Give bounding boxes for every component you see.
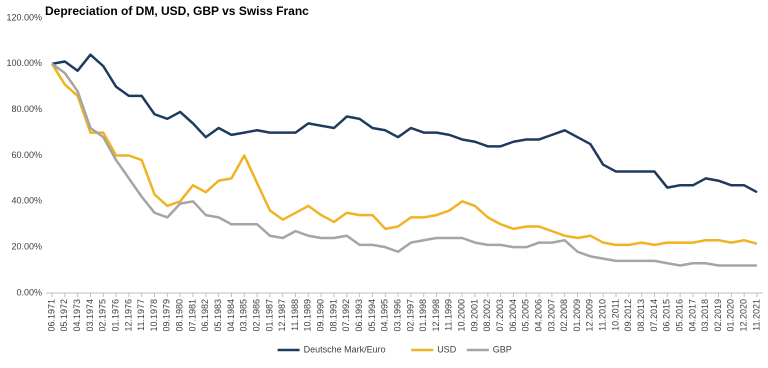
x-tick-label: 10.1989 [303, 299, 313, 332]
x-tick-label: 04.1995 [380, 299, 390, 332]
x-tick-label: 10.2000 [457, 299, 467, 332]
x-tick-label: 10.1978 [149, 299, 159, 332]
x-tick-label: 03.2007 [546, 299, 556, 332]
x-tick-label: 09.1979 [162, 299, 172, 332]
x-tick-label: 12.1976 [123, 299, 133, 332]
y-tick-label: 120.00% [6, 12, 42, 22]
y-tick-label: 80.00% [11, 104, 42, 114]
x-tick-label: 09.1990 [316, 299, 326, 332]
x-tick-label: 11.2021 [751, 299, 761, 331]
x-tick-label: 12.1998 [431, 299, 441, 332]
x-tick-label: 05.1972 [59, 299, 69, 332]
x-tick-label: 06.1982 [200, 299, 210, 332]
x-tick-label: 11.2010 [598, 299, 608, 331]
x-tick-label: 08.2013 [636, 299, 646, 332]
legend-label: USD [437, 344, 457, 354]
x-tick-label: 06.1993 [354, 299, 364, 332]
data-line [51, 62, 757, 267]
x-tick-label: 11.1988 [290, 299, 300, 331]
x-tick-label: 11.1977 [136, 299, 146, 331]
legend-label: GBP [493, 344, 512, 354]
data-line [51, 53, 758, 194]
data-line [50, 63, 758, 247]
x-tick-label: 02.1975 [98, 299, 108, 332]
x-tick-label: 01.1976 [110, 299, 120, 332]
x-tick-label: 04.1984 [226, 299, 236, 332]
x-tick-label: 12.2020 [739, 299, 749, 332]
x-tick-label: 06.1971 [46, 299, 56, 332]
x-tick-label: 12.1987 [277, 299, 287, 332]
x-tick-label: 09.2001 [469, 299, 479, 332]
x-tick-label: 06.2015 [662, 299, 672, 332]
y-tick-label: 60.00% [11, 150, 42, 160]
x-tick-label: 04.1973 [72, 299, 82, 332]
x-tick-label: 10.2011 [610, 299, 620, 331]
x-tick-label: 03.1985 [239, 299, 249, 332]
x-tick-label: 03.1996 [392, 299, 402, 332]
y-tick-label: 20.00% [11, 242, 42, 252]
x-tick-label: 09.2012 [623, 299, 633, 332]
y-tick-label: 0.00% [16, 287, 42, 297]
x-tick-label: 02.1997 [405, 299, 415, 332]
x-tick-label: 07.2014 [649, 299, 659, 332]
x-tick-label: 02.1986 [251, 299, 261, 332]
y-tick-label: 40.00% [11, 196, 42, 206]
x-tick-label: 08.1991 [328, 299, 338, 332]
x-tick-label: 03.1974 [85, 299, 95, 332]
x-tick-label: 06.2004 [508, 299, 518, 332]
x-tick-label: 08.2002 [482, 299, 492, 332]
x-tick-label: 05.1983 [213, 299, 223, 332]
x-tick-label: 04.2006 [533, 299, 543, 332]
x-tick-label: 05.2016 [674, 299, 684, 332]
x-tick-label: 04.2017 [687, 299, 697, 332]
x-tick-label: 07.1981 [187, 299, 197, 332]
y-tick-label: 100.00% [6, 58, 42, 68]
x-tick-label: 01.2009 [572, 299, 582, 332]
x-tick-label: 01.1987 [264, 299, 274, 332]
chart-title: Depreciation of DM, USD, GBP vs Swiss Fr… [45, 4, 309, 18]
x-tick-label: 02.2008 [559, 299, 569, 332]
x-tick-label: 01.2020 [726, 299, 736, 332]
x-tick-label: 05.1994 [367, 299, 377, 332]
x-tick-label: 03.2018 [700, 299, 710, 332]
x-tick-label: 11.1999 [444, 299, 454, 331]
x-tick-label: 07.2003 [495, 299, 505, 332]
x-tick-label: 08.1980 [175, 299, 185, 332]
x-tick-label: 05.2005 [521, 299, 531, 332]
x-tick-label: 07.1992 [341, 299, 351, 332]
x-tick-label: 01.1998 [418, 299, 428, 332]
x-tick-label: 02.2019 [713, 299, 723, 332]
x-tick-label: 12.2009 [585, 299, 595, 332]
legend-label: Deutsche Mark/Euro [304, 344, 386, 354]
